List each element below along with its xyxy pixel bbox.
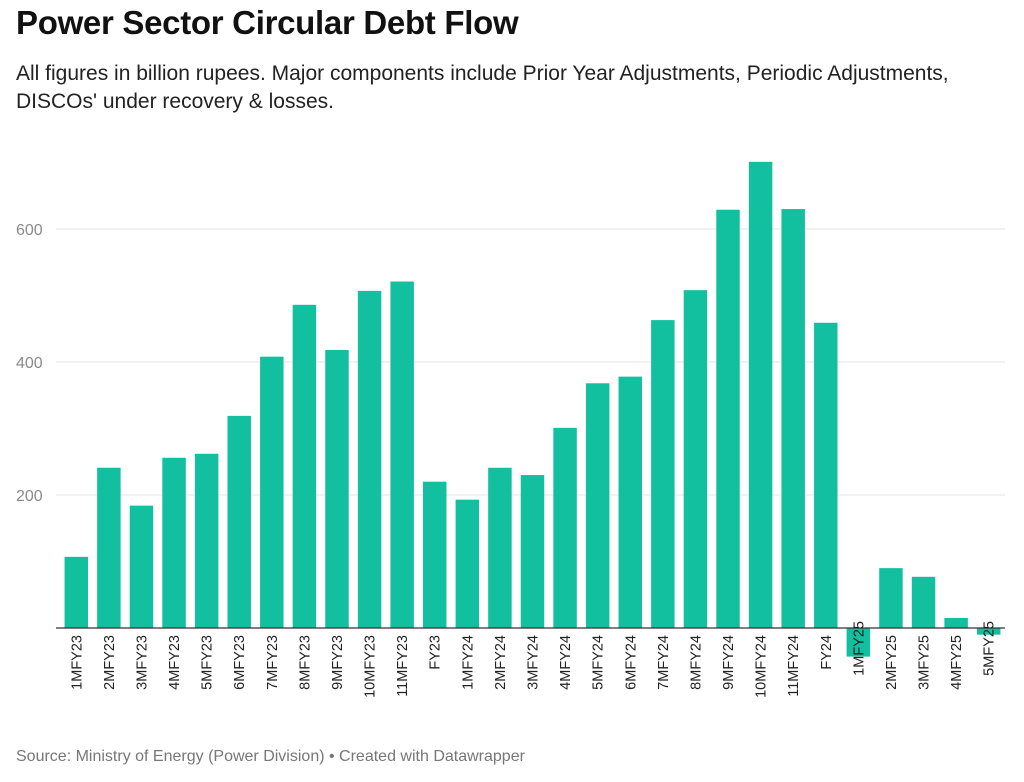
y-tick-label: 200 [16,488,43,505]
credit-text: Created with Datawrapper [339,748,525,765]
bar-6MFY23 [227,415,251,628]
x-tick-label: 10MFY23 [363,635,379,698]
x-tick-label: 2MFY24 [493,635,509,690]
bar-2MFY25 [879,568,903,628]
bar-3MFY23 [129,505,154,628]
bar-1MFY23 [64,556,89,628]
bars [64,161,1001,657]
footer-separator: • [324,748,340,765]
x-tick-label: 2MFY23 [102,635,118,690]
x-tick-label: 4MFY24 [558,635,574,690]
x-tick-label: 3MFY25 [917,635,933,690]
x-tick-label: 9MFY23 [330,635,346,690]
x-tick-label: 7MFY23 [265,635,281,690]
x-tick-label: 10MFY24 [754,635,770,698]
x-tick-label: 2MFY25 [884,635,900,690]
bar-8MFY24 [683,290,708,628]
x-tick-label: 5MFY24 [591,635,607,690]
bar-3MFY25 [911,576,936,628]
bar-4MFY23 [162,457,186,628]
bar-10MFY24 [748,161,773,628]
x-tick-label: 1MFY24 [460,635,476,690]
bar-6MFY24 [618,376,642,628]
x-tick-label: 6MFY24 [623,635,639,690]
x-tick-label: 1MFY25 [851,621,867,676]
bar-5MFY24 [585,383,610,628]
bar-11MFY24 [781,209,805,629]
y-tick-label: 400 [16,355,43,372]
x-tick-label: 6MFY23 [232,635,248,690]
x-tick-label: 8MFY24 [688,635,704,690]
bar-FY23 [423,481,447,628]
bar-1MFY24 [455,499,480,628]
x-tick-label: 3MFY23 [134,635,150,690]
x-tick-label: 11MFY24 [786,635,802,697]
bar-3MFY24 [520,475,545,628]
x-tick-label: 4MFY23 [167,635,183,690]
bar-5MFY25 [976,628,1001,635]
x-tick-label: FY24 [819,635,835,670]
chart-subtitle: All figures in billion rupees. Major com… [16,62,949,113]
bar-11MFY23 [390,281,414,628]
bar-8MFY23 [292,304,317,628]
bar-9MFY23 [325,350,349,628]
chart-title: Power Sector Circular Debt Flow [16,4,519,41]
bar-7MFY24 [651,320,675,628]
bar-7MFY23 [260,356,284,628]
x-tick-label: 7MFY24 [656,635,672,690]
x-tick-label: 4MFY25 [949,635,965,690]
y-tick-label: 600 [16,222,43,239]
x-tick-label: 5MFY23 [200,635,216,690]
bar-2MFY23 [97,467,121,628]
x-tick-label: 11MFY23 [395,635,411,697]
source-text: Source: Ministry of Energy (Power Divisi… [16,748,325,765]
bar-1MFY25 [846,628,871,657]
x-tick-label: 9MFY24 [721,635,737,690]
bar-4MFY25 [944,618,968,628]
x-tick-label: 1MFY23 [69,635,85,690]
bar-5MFY23 [194,453,219,628]
footer: Source: Ministry of Energy (Power Divisi… [16,748,525,766]
x-tick-label: 3MFY24 [526,635,542,690]
category-labels: 1MFY23 2MFY23 3MFY23 4MFY23 5MFY23 6MFY23 7MFY… [69,621,997,698]
bar-10MFY23 [357,290,382,628]
bar-2MFY24 [488,467,512,628]
x-tick-label: 8MFY23 [297,635,313,690]
bar-9MFY24 [716,209,740,628]
x-tick-label: 5MFY25 [982,621,998,676]
x-tick-label: FY23 [428,635,444,670]
bar-FY24 [814,322,838,628]
bar-4MFY24 [553,427,577,628]
